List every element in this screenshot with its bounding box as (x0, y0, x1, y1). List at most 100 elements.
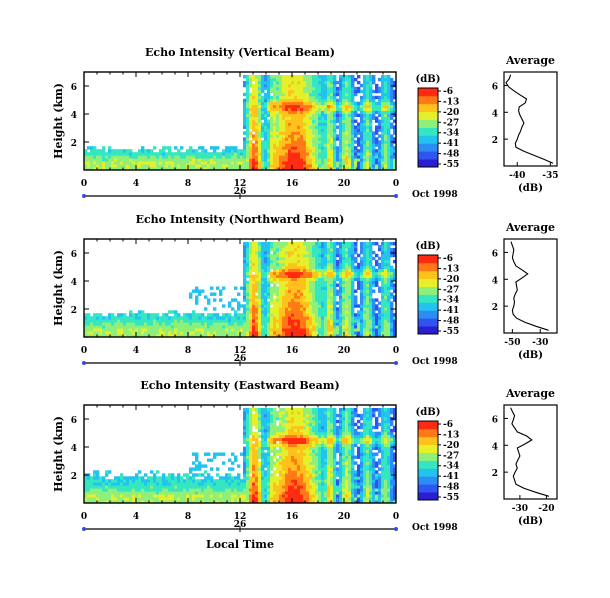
heatmap-cell (243, 283, 247, 287)
heatmap-cell (384, 274, 388, 278)
heatmap-cell (363, 125, 367, 129)
heatmap-cell (99, 319, 103, 323)
heatmap-cell (324, 134, 328, 138)
heatmap-cell (159, 500, 163, 504)
heatmap-cell (291, 110, 295, 114)
heatmap-cell (369, 128, 373, 132)
heatmap-cell (129, 482, 133, 486)
heatmap-cell (267, 310, 271, 314)
heatmap-cell (102, 331, 106, 335)
heatmap-cell (258, 422, 262, 427)
heatmap-cell (171, 488, 175, 492)
heatmap-cell (318, 289, 322, 293)
heatmap-cell (288, 280, 292, 284)
heatmap-cell (258, 113, 262, 117)
heatmap-cell (351, 152, 355, 156)
heatmap-cell (354, 167, 358, 171)
heatmap-cell (264, 107, 268, 111)
heatmap-cell (330, 98, 334, 103)
heatmap-cell (210, 500, 214, 504)
heatmap-cell (84, 152, 88, 156)
heatmap-cell (330, 119, 334, 123)
heatmap-cell (297, 86, 301, 91)
heatmap-cell (159, 482, 163, 486)
heatmap-cell (273, 292, 277, 296)
heatmap-cell (324, 322, 328, 326)
heatmap-cell (141, 313, 145, 317)
heatmap-cell (138, 497, 142, 501)
heatmap-cell (186, 149, 190, 153)
heatmap-cell (393, 242, 397, 246)
heatmap-cell (336, 146, 340, 150)
heatmap-cell (330, 271, 334, 276)
heatmap-cell (336, 104, 340, 109)
heatmap-cell (294, 155, 298, 159)
heatmap-cell (123, 152, 127, 156)
heatmap-cell (312, 250, 316, 255)
heatmap-cell (252, 164, 256, 168)
heatmap-cell (174, 152, 178, 156)
heatmap-cell (249, 408, 253, 412)
heatmap-cell (147, 325, 151, 329)
heatmap-cell (345, 301, 349, 305)
heatmap-cell (348, 259, 352, 264)
heatmap-cell (216, 286, 220, 290)
heatmap-cell (333, 86, 337, 91)
heatmap-cell (231, 149, 235, 153)
heatmap-cell (312, 289, 316, 293)
heatmap-cell (102, 500, 106, 504)
heatmap-cell (276, 101, 280, 106)
heatmap-cell (393, 104, 397, 109)
heatmap-cell (309, 322, 313, 326)
heatmap-cell (324, 125, 328, 129)
heatmap-cell (330, 140, 334, 144)
heatmap-cell (282, 95, 286, 100)
heatmap-cell (354, 140, 358, 144)
colorbar (417, 254, 441, 335)
heatmap-cell (273, 322, 277, 326)
heatmap-cell (390, 89, 394, 94)
heatmap-cell (207, 331, 211, 335)
heatmap-cell (390, 116, 394, 120)
heatmap-cell (255, 497, 259, 501)
heatmap-cell (183, 488, 187, 492)
heatmap-cell (309, 316, 313, 320)
heatmap-cell (273, 80, 277, 85)
heatmap-cell (327, 161, 331, 165)
heatmap-cell (252, 488, 256, 492)
heatmap-cell (201, 146, 205, 150)
heatmap-cell (381, 292, 385, 296)
heatmap-cell (123, 158, 127, 162)
heatmap-cell (279, 80, 283, 85)
heatmap-cell (240, 155, 244, 159)
heatmap-cell (294, 75, 298, 79)
heatmap-cell (378, 110, 382, 114)
heatmap-cell (153, 155, 157, 159)
x-tick-label: 16 (286, 179, 299, 189)
heatmap-cell (321, 77, 325, 82)
heatmap-cell (246, 271, 250, 276)
heatmap-cell (375, 271, 379, 276)
colorbar-tick-label: -13 (443, 264, 459, 274)
heatmap-cell (144, 313, 148, 317)
heatmap-cell (279, 83, 283, 88)
heatmap-cell (315, 107, 319, 111)
heatmap-cell (84, 322, 88, 326)
heatmap-cell (360, 313, 364, 317)
heatmap-cell (348, 271, 352, 276)
heatmap-cell (219, 491, 223, 495)
heatmap-cell (291, 268, 295, 273)
heatmap-cell (324, 137, 328, 141)
heatmap-cell (180, 488, 184, 492)
heatmap-cell (321, 331, 325, 335)
heatmap-cell (324, 289, 328, 293)
heatmap-cell (300, 298, 304, 302)
heatmap-cell (312, 328, 316, 332)
heatmap-cell (243, 101, 247, 106)
heatmap-cell (150, 500, 154, 504)
heatmap-cell (288, 292, 292, 296)
heatmap-cell (288, 334, 292, 338)
heatmap-cell (213, 158, 217, 162)
heatmap-cell (282, 259, 286, 264)
heatmap-cell (327, 277, 331, 281)
